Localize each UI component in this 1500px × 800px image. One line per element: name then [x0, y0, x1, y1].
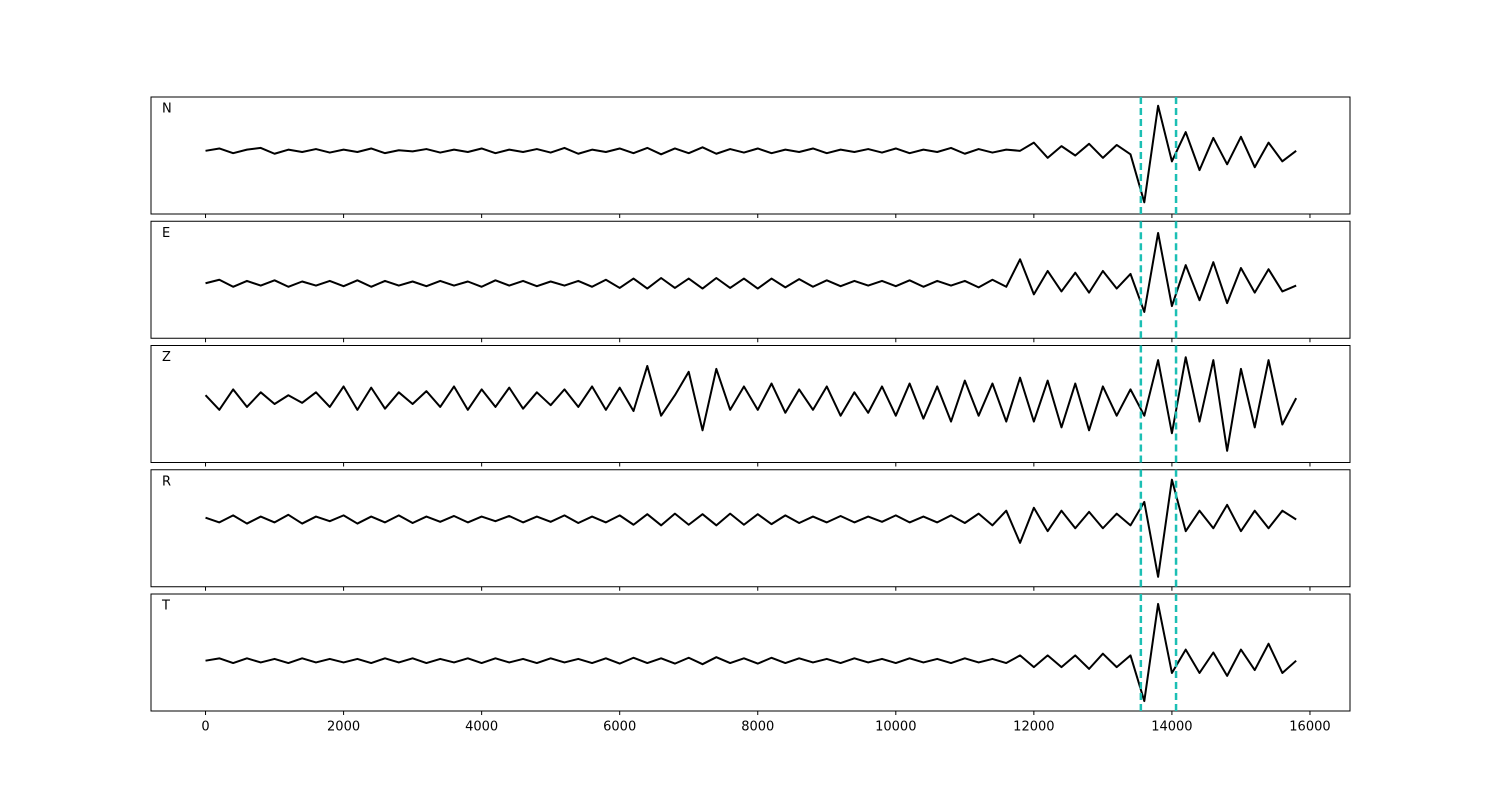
panel-frame	[150, 96, 1351, 215]
panel-label: R	[162, 474, 171, 489]
x-tick-label: 8000	[741, 720, 774, 735]
x-tick-label: 6000	[603, 720, 636, 735]
x-tick-label: 16000	[1289, 720, 1330, 735]
panel-label: E	[162, 226, 170, 241]
x-tick-label: 0	[201, 720, 209, 735]
trace	[205, 602, 1297, 703]
trace	[204, 356, 1298, 452]
x-tick-label: 4000	[465, 720, 498, 735]
trace	[205, 104, 1297, 204]
panel-label: Z	[162, 350, 171, 365]
x-tick-label: 12000	[1013, 720, 1054, 735]
x-tick-label: 10000	[875, 720, 916, 735]
x-tick-label: 14000	[1151, 720, 1192, 735]
panel-frame	[150, 469, 1351, 588]
trace	[205, 478, 1297, 578]
panel-frame	[150, 220, 1351, 339]
panel-label: T	[161, 599, 170, 614]
panel-frame	[150, 593, 1351, 712]
x-tick-label: 2000	[327, 720, 360, 735]
panel-label: N	[162, 102, 172, 117]
panel-frame	[150, 345, 1351, 463]
trace	[205, 231, 1297, 313]
